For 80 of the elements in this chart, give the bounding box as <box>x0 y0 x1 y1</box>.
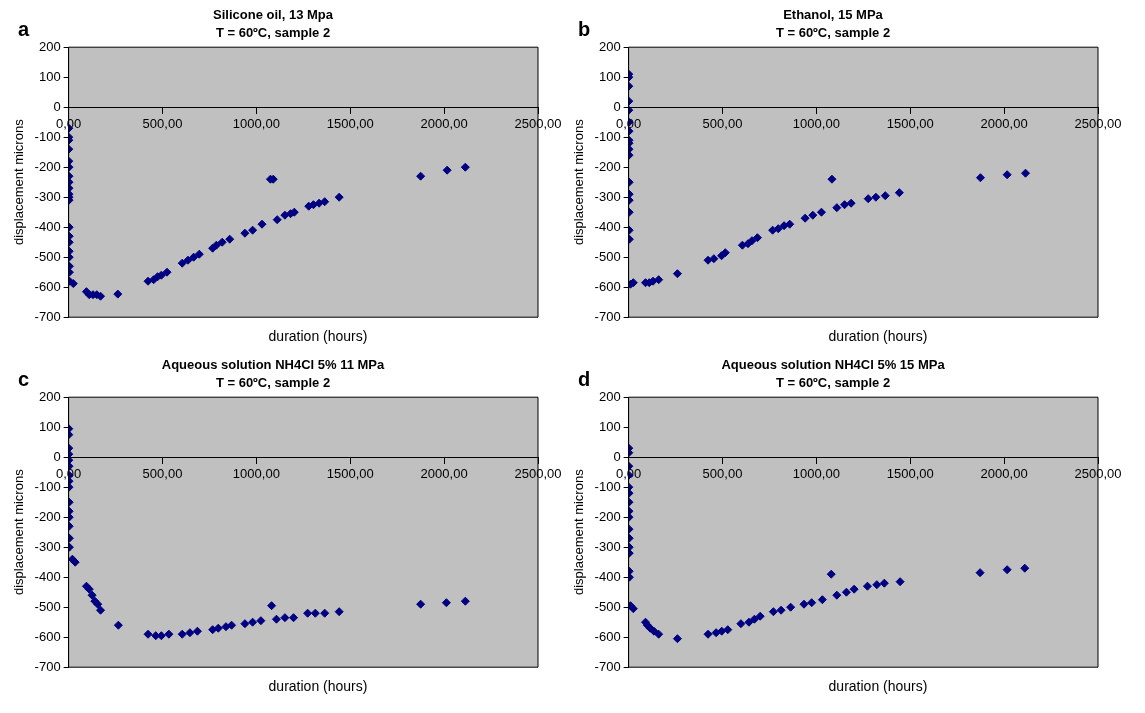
y-tick-label: -700 <box>594 308 621 324</box>
x-tick-label: 2500,00 <box>514 465 562 481</box>
text: b <box>578 18 591 41</box>
y-tick-label: -500 <box>594 248 621 264</box>
y-tick-label: -400 <box>34 568 61 584</box>
y-tick-label: -100 <box>34 478 61 494</box>
y-tick-label: -700 <box>34 658 61 674</box>
y-tick-label: 100 <box>598 68 621 84</box>
x-axis-title: duration (hours) <box>267 328 369 344</box>
chart-subtitle: T = 60ºC, sample 2 <box>215 24 331 40</box>
y-tick-label: -100 <box>34 128 61 144</box>
y-tick-label: -600 <box>594 278 621 294</box>
y-tick-label: -100 <box>594 478 621 494</box>
x-tick-label: 1500,00 <box>886 465 934 481</box>
x-tick-label: 2000,00 <box>980 115 1028 131</box>
x-tick-label: 1500,00 <box>326 465 374 481</box>
x-tick-label: 2000,00 <box>420 115 468 131</box>
chart-subtitle: T = 60ºC, sample 2 <box>215 374 331 390</box>
x-tick-label: 1000,00 <box>232 115 280 131</box>
y-axis-title: displacement microns <box>11 468 27 596</box>
y-tick-label: -200 <box>594 508 621 524</box>
x-axis-title: duration (hours) <box>827 678 929 694</box>
y-tick-label: 200 <box>38 38 61 54</box>
y-tick-label: 100 <box>38 68 61 84</box>
chart-subtitle: T = 60ºC, sample 2 <box>775 24 891 40</box>
x-tick-label: 500,00 <box>142 465 183 481</box>
x-tick-label: 1000,00 <box>232 465 280 481</box>
y-tick-label: -300 <box>594 188 621 204</box>
x-axis-title: duration (hours) <box>827 328 929 344</box>
y-tick-label: 200 <box>38 388 61 404</box>
x-tick-label: 1500,00 <box>326 115 374 131</box>
y-tick-label: 0 <box>53 448 61 464</box>
y-tick-label: -200 <box>34 158 61 174</box>
x-tick-label: 2500,00 <box>514 115 562 131</box>
y-tick-label: -300 <box>594 538 621 554</box>
x-tick-label: 500,00 <box>702 115 743 131</box>
y-tick-label: -700 <box>594 658 621 674</box>
y-tick-label: -300 <box>34 538 61 554</box>
y-axis-title: displacement microns <box>571 118 587 246</box>
y-tick-label: -400 <box>34 218 61 234</box>
y-tick-label: 100 <box>38 418 61 434</box>
y-axis-title: displacement microns <box>571 468 587 596</box>
y-tick-label: 0 <box>613 448 621 464</box>
y-tick-label: 0 <box>53 98 61 114</box>
x-tick-label: 500,00 <box>702 465 743 481</box>
y-tick-label: -600 <box>34 278 61 294</box>
y-tick-label: 100 <box>598 418 621 434</box>
x-tick-label: 1500,00 <box>886 115 934 131</box>
y-tick-label: -700 <box>34 308 61 324</box>
y-tick-label: 200 <box>598 38 621 54</box>
y-tick-label: 200 <box>598 388 621 404</box>
chart-title: Silicone oil, 13 Mpa <box>213 7 334 23</box>
y-tick-label: -600 <box>34 628 61 644</box>
x-tick-label: 500,00 <box>142 115 183 131</box>
x-tick-label: 1000,00 <box>792 465 840 481</box>
y-tick-label: -300 <box>34 188 61 204</box>
x-tick-label: 1000,00 <box>792 115 840 131</box>
y-tick-label: -400 <box>594 568 621 584</box>
chart-title: Aqueous solution NH4Cl 5% 11 MPa <box>161 357 386 373</box>
text: c <box>18 368 30 391</box>
text: a <box>18 18 30 41</box>
y-tick-label: -500 <box>34 248 61 264</box>
text: d <box>578 368 591 391</box>
y-tick-label: -500 <box>34 598 61 614</box>
chart-subtitle: T = 60ºC, sample 2 <box>775 374 891 390</box>
x-tick-label: 2000,00 <box>420 465 468 481</box>
y-tick-label: -200 <box>34 508 61 524</box>
chart-title: Aqueous solution NH4Cl 5% 15 MPa <box>721 357 946 373</box>
x-tick-label: 2500,00 <box>1074 115 1122 131</box>
chart-title: Ethanol, 15 MPa <box>783 7 884 23</box>
x-tick-label: 2000,00 <box>980 465 1028 481</box>
y-tick-label: -500 <box>594 598 621 614</box>
y-tick-label: -400 <box>594 218 621 234</box>
x-axis-title: duration (hours) <box>267 678 369 694</box>
y-tick-label: -200 <box>594 158 621 174</box>
y-tick-label: -100 <box>594 128 621 144</box>
x-tick-label: 2500,00 <box>1074 465 1122 481</box>
y-tick-label: -600 <box>594 628 621 644</box>
y-axis-title: displacement microns <box>11 118 27 246</box>
y-tick-label: 0 <box>613 98 621 114</box>
